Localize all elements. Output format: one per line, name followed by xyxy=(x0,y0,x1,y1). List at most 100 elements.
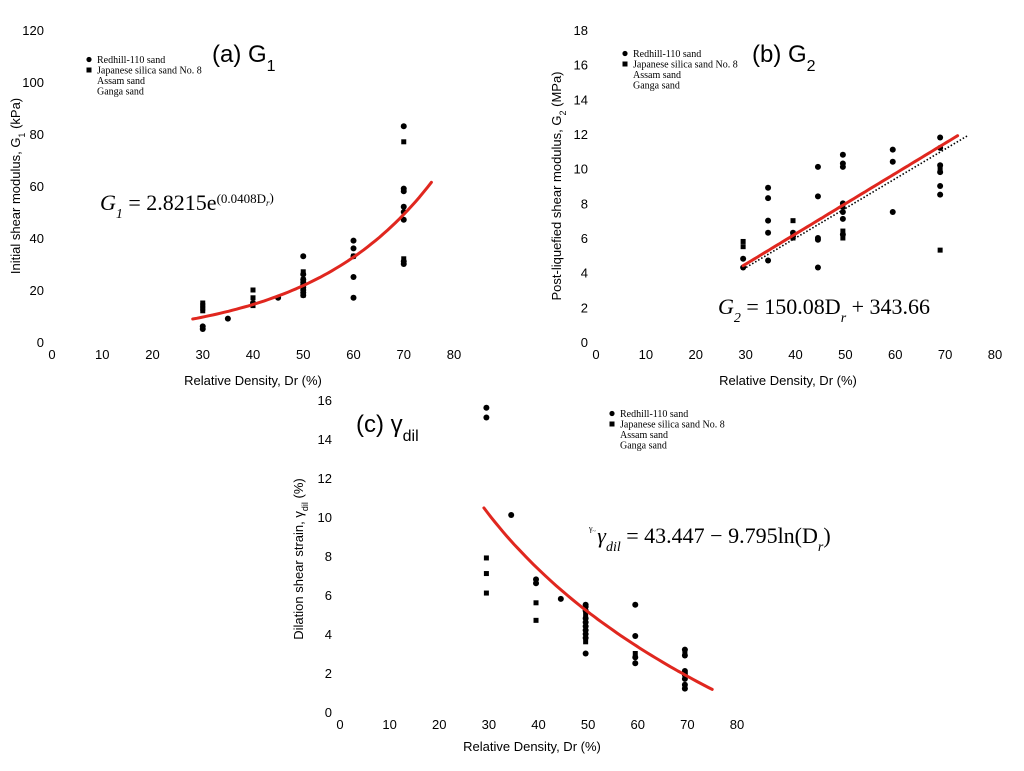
x-axis-label: Relative Density, Dr (%) xyxy=(719,373,857,388)
panel-title: (b) G2 xyxy=(752,41,816,75)
data-point-circle xyxy=(350,237,357,244)
y-axis-label: Initial shear modulus, G1 (kPa) xyxy=(8,98,27,274)
data-point-square xyxy=(937,166,943,172)
legend-marker-square xyxy=(622,61,628,67)
data-point-square xyxy=(740,238,746,244)
data-point-square xyxy=(483,571,489,577)
legend-marker-circle xyxy=(622,50,628,57)
data-point-square xyxy=(200,300,206,306)
fit-equation: G1 = 2.8215e(0.0408Dr) xyxy=(100,190,274,222)
x-tick-label: 0 xyxy=(48,347,55,362)
data-point-circle xyxy=(224,315,231,322)
data-point-circle xyxy=(937,134,944,141)
panel-title-main: (b) G xyxy=(752,41,807,68)
data-point-circle xyxy=(483,404,490,411)
legend-marker-square xyxy=(86,67,92,73)
y-tick-label: 2 xyxy=(325,666,332,681)
data-point-square xyxy=(300,269,306,275)
y-axis-label-main: Post-liquefied shear modulus, G xyxy=(549,116,564,301)
data-point-circle xyxy=(533,576,540,583)
x-tick-label: 60 xyxy=(888,347,902,362)
data-point-square xyxy=(682,651,688,656)
data-point-square xyxy=(790,235,796,241)
fit-curve xyxy=(482,506,714,691)
chart-panel-3: 0 10 20 30 40 50 60 70 80 0 2 4 6 8 10 12 14 16 Relative D… xyxy=(291,393,831,754)
y-tick-label: 80 xyxy=(30,127,44,142)
data-point-square xyxy=(790,218,796,224)
data-point-square xyxy=(200,305,206,311)
data-point-circle xyxy=(839,151,846,158)
fit-equation-lhs: G xyxy=(718,294,734,319)
x-tick-label: 30 xyxy=(196,347,210,362)
data-point-square xyxy=(300,292,306,298)
data-point-square xyxy=(533,600,539,606)
x-tick-label: 20 xyxy=(689,347,703,362)
x-tick-label: 80 xyxy=(730,717,744,732)
x-axis-label: Relative Density, Dr (%) xyxy=(463,739,601,754)
legend-label: Redhill-110 sand xyxy=(97,55,165,66)
legend-label: Assam sand xyxy=(620,430,668,441)
data-point-circle xyxy=(937,183,944,189)
y-axis-label-sub: 1 xyxy=(17,133,27,138)
x-tick-label: 60 xyxy=(631,717,645,732)
data-point-square xyxy=(533,617,539,623)
legend-label: Assam sand xyxy=(633,70,681,81)
data-point-circle xyxy=(400,216,407,223)
fit-equation-rhs-tail: ) xyxy=(823,523,830,548)
panel-title-sub: 2 xyxy=(807,58,816,75)
fit-equation-exponent-tail: ) xyxy=(270,190,274,205)
x-tick-label: 40 xyxy=(788,347,802,362)
y-axis-label-sub: 2 xyxy=(558,111,568,116)
fit-equation-lhs: G xyxy=(100,190,116,215)
y-axis-label-main: Dilation shear strain, γ xyxy=(291,511,306,640)
y-tick-label: 12 xyxy=(318,471,332,486)
data-point-circle xyxy=(814,163,821,170)
data-point-circle xyxy=(937,191,944,198)
y-tick-label: 16 xyxy=(574,58,588,73)
y-tick-label: 120 xyxy=(22,23,44,38)
data-point-circle xyxy=(765,229,772,236)
legend-label: Assam sand xyxy=(97,76,145,87)
x-tick-label: 20 xyxy=(432,717,446,732)
fit-equation-lhs: γ xyxy=(597,523,607,548)
x-tick-label: 70 xyxy=(680,717,694,732)
y-axis-label-unit: (kPa) xyxy=(8,98,23,133)
y-tick-label: 8 xyxy=(325,549,332,564)
x-axis-label: Relative Density, Dr (%) xyxy=(184,373,322,388)
x-tick-label: 50 xyxy=(296,347,310,362)
x-tick-label: 60 xyxy=(346,347,360,362)
legend-label: Ganga sand xyxy=(633,81,680,92)
data-point-square xyxy=(200,308,206,314)
chart-panel-1: 0 10 20 30 40 50 60 70 80 0 20 40 60 80 100 120 Relative… xyxy=(8,23,461,388)
data-point-circle xyxy=(814,193,821,200)
y-tick-label: 100 xyxy=(22,75,44,90)
data-point-circle xyxy=(350,245,357,252)
x-tick-label: 70 xyxy=(397,347,411,362)
data-point-square xyxy=(200,303,206,309)
y-axis-label: Dilation shear strain, γdil (%) xyxy=(291,478,310,639)
data-point-circle xyxy=(839,160,846,167)
data-point-square xyxy=(632,651,638,656)
data-point-circle xyxy=(814,235,821,241)
panel-title: (a) G1 xyxy=(212,41,276,75)
x-tick-label: 50 xyxy=(581,717,595,732)
fit-equation-rhs-sub: r xyxy=(841,311,847,326)
x-tick-label: 30 xyxy=(738,347,752,362)
y-tick-label: 18 xyxy=(574,23,588,38)
fit-equation-lhs-sub: dil xyxy=(606,540,621,555)
y-tick-label: 0 xyxy=(37,335,44,350)
x-tick-label: 40 xyxy=(531,717,545,732)
x-tick-label: 10 xyxy=(639,347,653,362)
legend-label: Redhill-110 sand xyxy=(620,409,688,420)
data-point-circle xyxy=(400,123,407,130)
fit-equation-prefix: γ xyxy=(588,524,593,533)
legend-label: Ganga sand xyxy=(620,441,667,452)
data-point-circle xyxy=(400,185,407,192)
y-tick-label: 16 xyxy=(318,393,332,408)
x-tick-label: 30 xyxy=(482,717,496,732)
y-tick-label: 60 xyxy=(30,179,44,194)
fit-equation: γ~ γdil = 43.447 − 9.795ln(Dr) xyxy=(588,523,831,555)
data-point-circle xyxy=(839,215,846,222)
legend-label: Japanese silica sand No. 8 xyxy=(633,60,738,71)
data-point-square xyxy=(740,244,746,250)
